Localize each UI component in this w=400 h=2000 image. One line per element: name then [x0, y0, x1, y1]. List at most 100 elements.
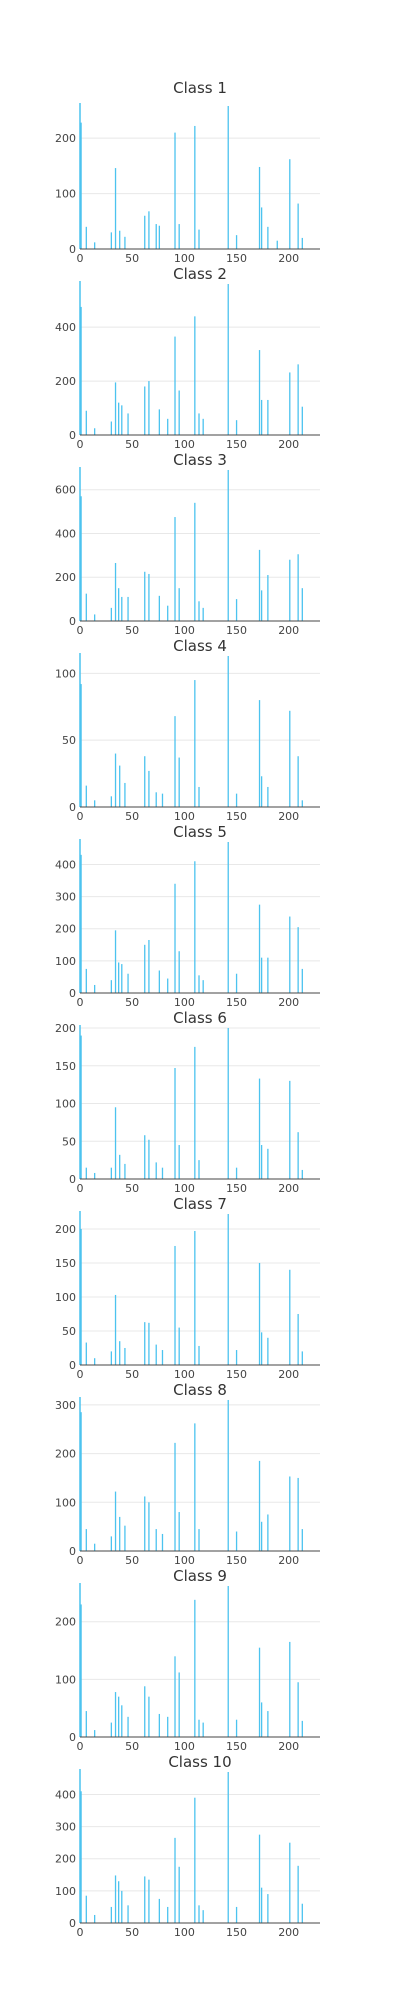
- bar: [258, 904, 261, 993]
- bar: [167, 418, 169, 435]
- bar: [80, 1791, 82, 1923]
- bar: [85, 593, 87, 621]
- bar: [227, 656, 229, 807]
- x-tick-label: 0: [77, 1182, 84, 1195]
- bar: [80, 1604, 82, 1737]
- chart-title: Class 2: [173, 265, 227, 283]
- x-tick-label: 100: [174, 438, 195, 451]
- bar: [297, 927, 299, 993]
- bar: [94, 242, 96, 249]
- bar: [289, 159, 291, 249]
- x-tick-label: 150: [226, 1182, 247, 1195]
- bar: [167, 605, 169, 621]
- bar: [260, 590, 263, 621]
- bar: [260, 1521, 263, 1551]
- bar: [110, 1167, 113, 1179]
- bar: [260, 957, 263, 993]
- bar: [80, 306, 82, 435]
- bar: [227, 284, 229, 435]
- bar: [85, 1895, 87, 1923]
- bar: [144, 1876, 146, 1923]
- y-tick-label: 200: [55, 132, 76, 145]
- bar: [85, 785, 87, 807]
- x-tick-label: 0: [77, 252, 84, 265]
- x-tick-label: 200: [278, 1926, 299, 1939]
- bar: [267, 786, 269, 807]
- bar: [94, 614, 96, 621]
- bar: [258, 1460, 261, 1551]
- y-tick-label: 0: [69, 987, 76, 1000]
- bar: [161, 1533, 164, 1551]
- bar: [110, 1722, 113, 1737]
- y-tick-label: 0: [69, 429, 76, 442]
- chart-panel-6: Class 6 0 50 100 150 200 0 50 100 150 200: [55, 1009, 320, 1195]
- bar: [114, 168, 117, 249]
- bar: [161, 793, 164, 807]
- y-tick-label: 0: [69, 801, 76, 814]
- bar: [174, 1442, 176, 1551]
- chart-panel-9: Class 9 0 100 200 0 50 100 150 200: [55, 1567, 320, 1753]
- bar: [194, 1231, 196, 1365]
- bar: [178, 390, 180, 435]
- bar: [258, 1647, 261, 1737]
- x-tick-label: 50: [125, 810, 139, 823]
- bar: [235, 1350, 238, 1365]
- bar: [258, 1078, 261, 1179]
- bar: [121, 405, 123, 435]
- y-tick-label: 200: [55, 1853, 76, 1866]
- bar: [202, 1910, 204, 1923]
- bar: [198, 601, 200, 621]
- bar: [148, 1696, 150, 1737]
- bar: [158, 970, 161, 993]
- bar: [227, 842, 229, 993]
- bar: [124, 1525, 126, 1551]
- x-tick-label: 50: [125, 624, 139, 637]
- bar: [260, 776, 263, 807]
- bar: [155, 224, 157, 249]
- y-tick-label: 100: [55, 955, 76, 968]
- chart-panel-2: Class 2 0 200 400 0 50 100 150 200: [55, 265, 320, 451]
- bar: [235, 973, 238, 993]
- chart-title: Class 9: [173, 1567, 227, 1585]
- bar: [121, 1705, 123, 1737]
- chart-panel-10: Class 10 0 100 200 300 400 0 50 100 150 200: [55, 1753, 320, 1939]
- bar: [227, 1586, 229, 1737]
- bar: [110, 232, 113, 249]
- bar: [110, 1351, 113, 1365]
- x-tick-label: 150: [226, 1554, 247, 1567]
- bar: [289, 1269, 291, 1365]
- chart-title: Class 4: [173, 637, 227, 655]
- x-tick-label: 150: [226, 810, 247, 823]
- bar: [198, 1529, 200, 1551]
- y-tick-label: 0: [69, 1917, 76, 1930]
- x-tick-label: 150: [226, 624, 247, 637]
- bar: [161, 1167, 164, 1179]
- bar: [158, 409, 161, 435]
- chart-title: Class 3: [173, 451, 227, 469]
- bar: [301, 800, 303, 807]
- y-tick-label: 200: [55, 571, 76, 584]
- bar: [267, 226, 269, 249]
- y-tick-label: 150: [55, 1257, 76, 1270]
- bar: [144, 215, 146, 249]
- y-tick-label: 100: [55, 1885, 76, 1898]
- x-tick-label: 100: [174, 810, 195, 823]
- bar: [148, 1139, 150, 1179]
- bar: [297, 554, 299, 621]
- y-tick-label: 0: [69, 1173, 76, 1186]
- bar: [267, 1711, 269, 1737]
- bar: [267, 957, 269, 993]
- chart-title: Class 10: [168, 1753, 231, 1771]
- bar: [174, 1068, 176, 1179]
- bar: [178, 224, 180, 249]
- bar: [289, 916, 291, 993]
- x-tick-label: 200: [278, 1554, 299, 1567]
- bar: [124, 236, 126, 249]
- bar: [85, 410, 87, 435]
- bar: [94, 1172, 96, 1179]
- chart-panel-8: Class 8 0 100 200 300 0 50 100 150 200: [55, 1381, 320, 1567]
- bar: [202, 980, 204, 993]
- bar: [148, 573, 150, 621]
- bar: [114, 1491, 117, 1551]
